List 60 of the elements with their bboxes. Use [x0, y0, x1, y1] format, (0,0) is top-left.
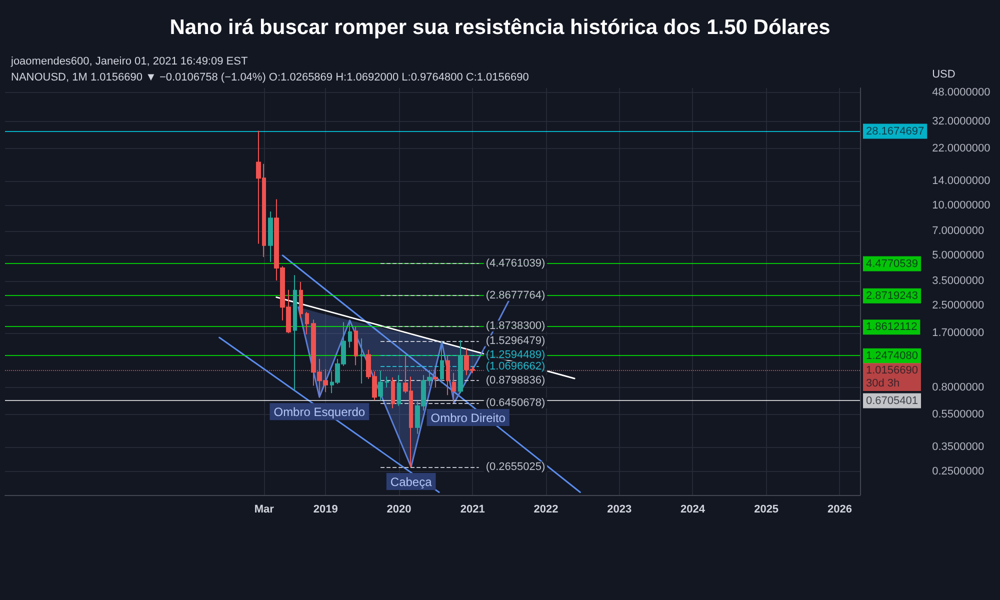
y-tick-label: 0.2500000: [932, 465, 984, 478]
y-tick-label: 1.7000000: [932, 327, 984, 340]
y-axis-title: USD: [932, 68, 956, 80]
ref-line-label: (1.0696662): [486, 360, 546, 373]
candlestick: [378, 370, 383, 401]
chart-subtitle: joaomendes600, Janeiro 01, 2021 16:49:09 EST: [10, 56, 248, 68]
annotation: Ombro Esquerdo: [274, 405, 366, 420]
ref-line-label: (0.6450678): [486, 397, 546, 409]
ref-line-label: (4.4761039): [486, 257, 546, 270]
y-tick-label: 48.0000000: [932, 86, 990, 98]
annotation: Cabeça: [390, 474, 432, 489]
candlestick: [305, 311, 309, 335]
y-tick-label: 5.0000000: [932, 249, 984, 262]
candlestick: [348, 320, 352, 348]
candlestick: [293, 274, 297, 391]
candlestick: [440, 340, 444, 384]
annotation: Ombro Direito: [430, 411, 506, 426]
candlestick: [397, 374, 401, 406]
candlestick: [268, 210, 273, 263]
ref-line-label: 1.0156690 30d 3h: [866, 364, 918, 390]
ref-line-label: 1.2474080: [866, 350, 918, 362]
ref-line-label: 2.8719243: [866, 290, 918, 302]
ref-line-label: (1.8738300): [486, 320, 546, 332]
ref-line-label: (0.8798836): [486, 374, 546, 387]
candlestick: [299, 281, 303, 318]
y-tick-label: 3.5000000: [932, 275, 984, 288]
text: NANOUSD, 1M 1.0156690 ▼ −0.0106758 (−1.04%) O:1.0265869 H:1.0692000 L:0.9764800 C:1.0156690: [11, 72, 529, 84]
x-tick-label: 2024: [680, 504, 706, 516]
y-tick-label: 32.0000000: [932, 116, 990, 128]
ref-line-label: 1.8612112: [866, 321, 918, 334]
ref-line-label: (1.2594489): [486, 348, 546, 361]
x-tick-label: 2025: [754, 504, 779, 516]
candlestick: [354, 326, 358, 366]
x-tick-label: 2022: [534, 504, 558, 516]
x-tick-label: 2026: [827, 504, 852, 516]
y-tick-label: 0.3500000: [932, 441, 984, 454]
candlestick: [391, 376, 395, 409]
ref-line-label: 28.1674697: [866, 125, 924, 138]
chart-title: Nano irá buscar romper sua resistência histórica dos 1.50 Dólares: [170, 16, 830, 39]
candlestick: [452, 372, 456, 404]
y-tick-label: 2.5000000: [932, 299, 984, 312]
x-tick-label: 2019: [313, 504, 338, 516]
x-tick-label: 2023: [607, 504, 632, 516]
y-tick-label: 7.0000000: [932, 225, 984, 238]
ref-line-label: (2.8677764): [486, 289, 546, 302]
candlestick: [360, 338, 364, 384]
ref-line-label: 0.6705401: [866, 394, 918, 407]
y-tick-label: 14.0000000: [932, 175, 990, 188]
y-tick-label: 0.5500000: [932, 408, 984, 420]
candlestick: [385, 376, 389, 388]
y-tick-label: 10.0000000: [932, 199, 990, 212]
x-tick-label: Mar: [254, 504, 275, 516]
y-tick-label: 0.8000000: [932, 381, 984, 394]
ref-line-label: (1.5296479): [486, 334, 546, 347]
candlestick: [458, 340, 463, 394]
ref-line-label: 4.4770539: [866, 258, 918, 270]
y-tick-label: 22.0000000: [932, 142, 990, 155]
ref-line-label: (0.2655025): [486, 460, 546, 473]
x-tick-label: 2021: [460, 504, 485, 516]
x-tick-label: 2020: [386, 504, 412, 516]
